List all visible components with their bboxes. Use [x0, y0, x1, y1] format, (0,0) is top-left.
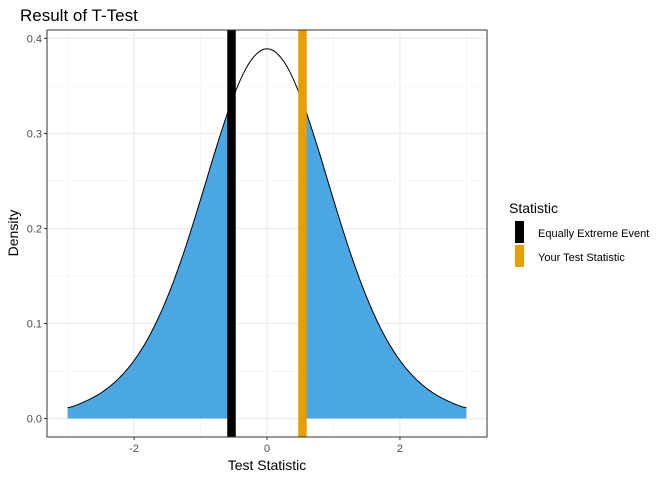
x-axis-label: Test Statistic — [228, 457, 307, 473]
x-tick-label: 2 — [397, 443, 403, 455]
y-tick-label: 0.4 — [27, 33, 42, 45]
x-tick-label: 0 — [264, 443, 270, 455]
y-tick-label: 0.1 — [27, 319, 42, 331]
legend-key-your-statistic — [515, 245, 524, 267]
x-tick-label: -2 — [129, 443, 139, 455]
y-axis-label: Density — [5, 210, 21, 257]
legend-key-equally-extreme — [515, 221, 524, 243]
shaded-tail-area — [67, 101, 232, 419]
y-tick-label: 0.2 — [27, 223, 42, 235]
chart-title: Result of T-Test — [20, 6, 138, 25]
y-tick-label: 0.3 — [27, 128, 42, 140]
legend-label-your-statistic: Your Test Statistic — [538, 252, 625, 264]
shaded-tail-area — [302, 101, 467, 419]
legend-title: Statistic — [509, 200, 558, 216]
legend-label-equally-extreme: Equally Extreme Event — [538, 228, 649, 240]
plot-panel — [46, 29, 488, 438]
density-curve — [67, 48, 467, 409]
legend: Statistic Equally Extreme Event Your Tes… — [509, 200, 649, 267]
y-tick-label: 0.0 — [27, 414, 42, 426]
